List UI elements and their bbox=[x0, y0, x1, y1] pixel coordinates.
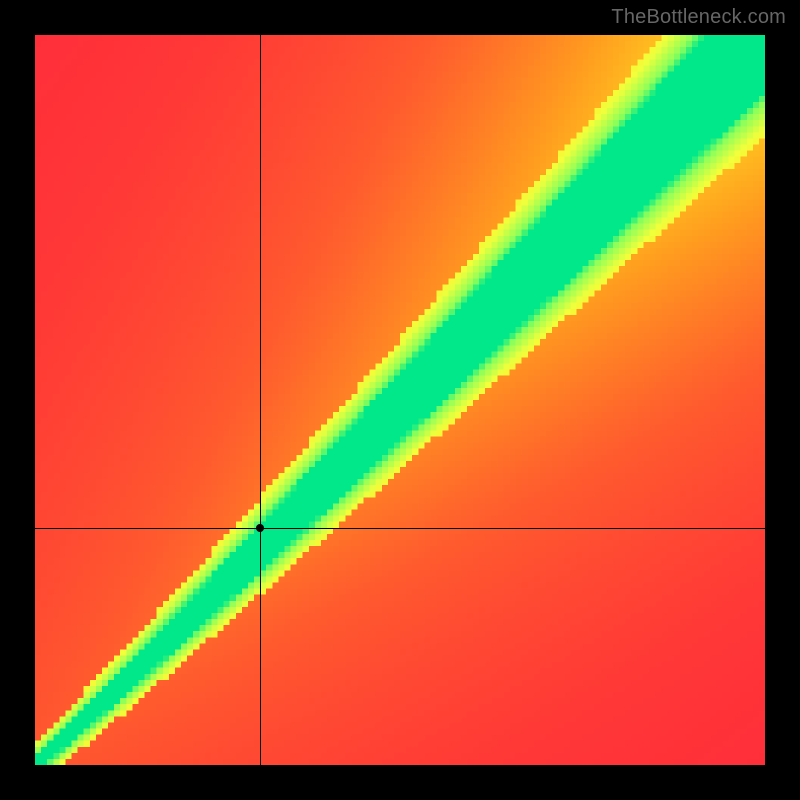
crosshair-marker bbox=[256, 524, 264, 532]
plot-area bbox=[35, 35, 765, 765]
watermark-text: TheBottleneck.com bbox=[611, 6, 786, 29]
crosshair-horizontal bbox=[35, 528, 765, 529]
crosshair-vertical bbox=[260, 35, 261, 765]
heatmap-canvas bbox=[35, 35, 765, 765]
chart-container: TheBottleneck.com bbox=[0, 0, 800, 800]
